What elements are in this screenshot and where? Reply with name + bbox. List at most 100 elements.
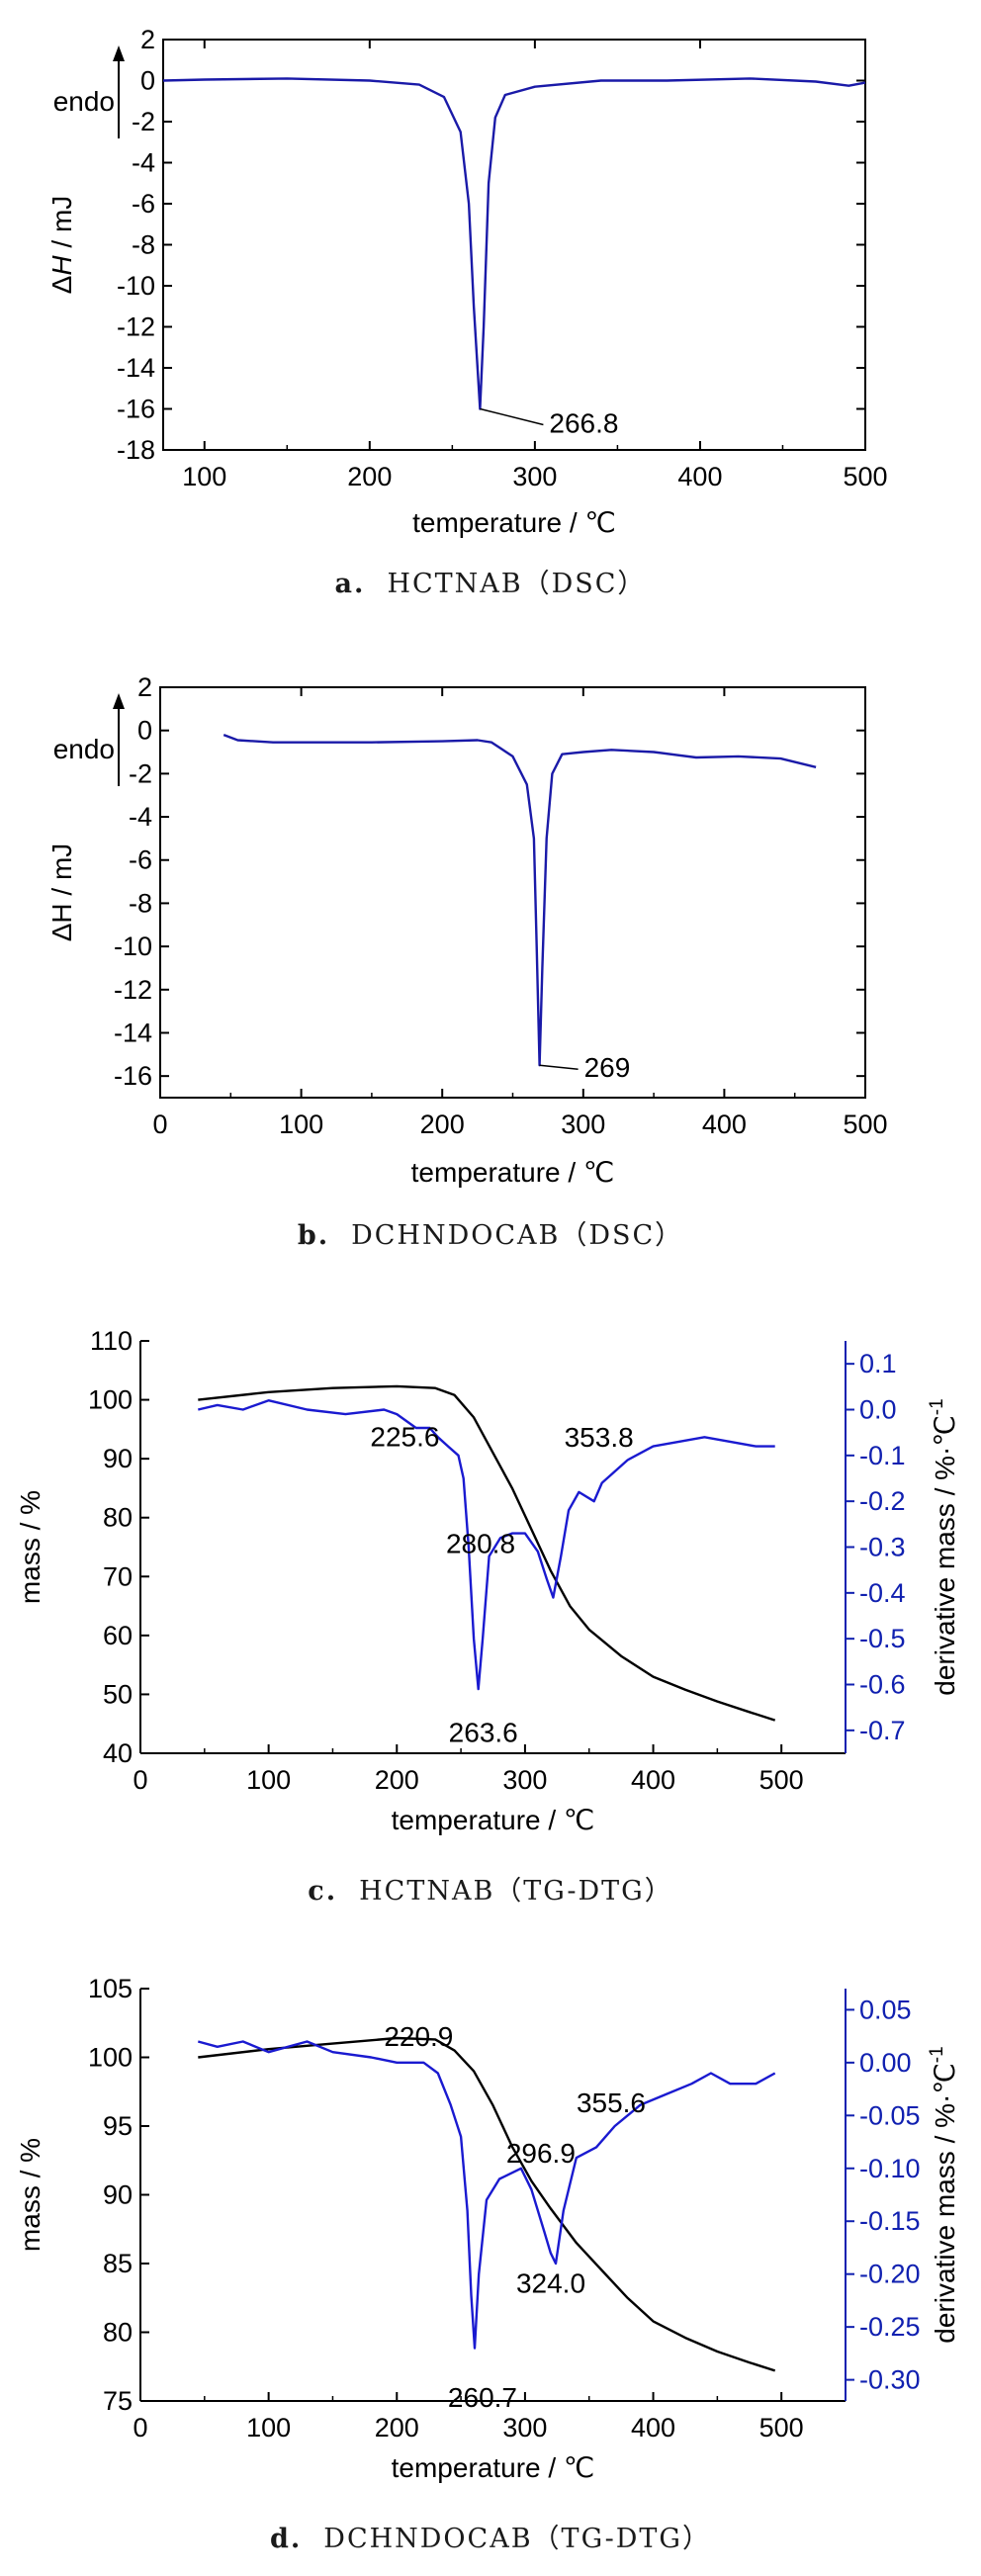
series-line-dtg (197, 2040, 776, 2350)
y-right-axis-title-main: derivative mass / %·℃ (930, 2063, 960, 2344)
y-right-axis-title-sup: -1 (927, 2046, 947, 2063)
y-tick-label: 110 (90, 1326, 133, 1356)
y-tick-label: 50 (103, 1679, 133, 1709)
y-tick-label: 90 (103, 2180, 133, 2210)
y-tick-label: 80 (103, 1503, 133, 1533)
y-tick-label: 60 (103, 1621, 133, 1650)
x-tick-label: 300 (502, 2413, 547, 2443)
y-tick-label: 95 (103, 2111, 133, 2141)
chart-b: 0 100 200 300 400 500 2 0 -2 -4 -6 -8 -10 -12 -14 -16 te… (46, 672, 888, 1188)
y-tick-label: -6 (132, 189, 155, 219)
y-right-tick-label: 0.00 (859, 2048, 912, 2078)
y-right-tick-label: 0.1 (859, 1349, 897, 1378)
annotation-label: 260.7 (448, 2382, 517, 2413)
y-tick-label: 100 (88, 1385, 133, 1415)
chart-d: 0 100 200 300 400 500 105 100 95 90 85 80 75 0.05 0.00… (15, 1974, 960, 2483)
y-right-tick-label: -0.10 (859, 2154, 921, 2183)
y-right-tick-label: -0.7 (859, 1716, 906, 1745)
caption-b: b. DCHNDOCAB（DSC） (0, 1213, 981, 1252)
y-right-tick-label: -0.6 (859, 1670, 906, 1700)
y-axis-title: ΔH / mJ (46, 844, 77, 942)
annotation-label: 353.8 (565, 1422, 634, 1453)
annotation-label: 355.6 (577, 2087, 646, 2118)
y-right-tick-label: -0.30 (859, 2365, 921, 2395)
endo-arrow-head (113, 45, 125, 61)
annotation-leader (539, 1064, 579, 1070)
panel-b: 0 100 200 300 400 500 2 0 -2 -4 -6 -8 -10 -12 -14 -16 te… (0, 648, 981, 1281)
y-right-tick-label: -0.5 (859, 1624, 906, 1653)
x-tick-label: 400 (631, 2413, 675, 2443)
x-tick-label: 400 (702, 1110, 747, 1139)
caption-d-letter: d. (270, 2524, 303, 2554)
endo-label: endo (53, 734, 115, 764)
caption-c-text: HCTNAB（TG-DTG） (359, 1876, 673, 1907)
y-tick-label: -14 (117, 353, 155, 383)
y-right-tick-label: -0.20 (859, 2260, 921, 2289)
y-tick-label: 2 (137, 672, 152, 702)
y-axis-title: mass / % (15, 2138, 45, 2252)
y-tick-label: 0 (137, 716, 152, 746)
y-axis-title-unit: / mJ (46, 196, 77, 256)
y-right-tick-label: -0.1 (859, 1441, 906, 1470)
x-tick-label: 500 (759, 2413, 804, 2443)
y-tick-label: -18 (117, 435, 155, 465)
panel-a: 100 200 300 400 500 2 0 -2 -4 -6 -8 -10 -12 -14 -16 -18… (0, 0, 981, 633)
x-axis-title: temperature / ℃ (392, 2452, 595, 2483)
y-tick-label: -12 (117, 312, 155, 342)
x-tick-label: 100 (246, 2413, 291, 2443)
y-axis-title: ΔH / mJ (46, 196, 77, 295)
y-tick-label: 40 (103, 1738, 133, 1768)
y-tick-label: 105 (88, 1974, 133, 2003)
caption-c-letter: c. (308, 1876, 338, 1907)
annotation-label: 263.6 (449, 1717, 518, 1747)
y-right-tick-label: -0.15 (859, 2206, 921, 2236)
caption-d-text: DCHNDOCAB（TG-DTG） (323, 2524, 711, 2554)
y-right-axis-title-sup: -1 (927, 1398, 947, 1415)
annotation-label: 225.6 (370, 1421, 439, 1452)
y-right-tick-label: 0.05 (859, 1995, 912, 2024)
x-tick-label: 200 (375, 1765, 419, 1795)
x-tick-label: 300 (561, 1110, 605, 1139)
endo-arrow-head (113, 693, 125, 709)
endo-label: endo (53, 86, 115, 117)
y-tick-label: -12 (114, 975, 152, 1005)
caption-a-letter: a. (334, 569, 366, 599)
chart-c: 0 100 200 300 400 500 110 100 90 80 70 60 50 40 0.1 0.0… (15, 1326, 960, 1835)
y-right-tick-label: -0.05 (859, 2100, 921, 2130)
x-tick-label: 100 (279, 1110, 323, 1139)
x-tick-label: 100 (182, 462, 226, 491)
caption-b-letter: b. (297, 1220, 330, 1251)
y-tick-label: 70 (103, 1561, 133, 1591)
annotation-label: 296.9 (506, 2138, 576, 2169)
panel-d: 0 100 200 300 400 500 105 100 95 90 85 80 75 0.05 0.00… (0, 1963, 981, 2576)
y-tick-label: -8 (129, 888, 152, 918)
annotation-label: 269 (584, 1052, 631, 1083)
annotation-label: 324.0 (516, 2268, 585, 2299)
x-tick-label: 500 (843, 1110, 887, 1139)
annotation-label: 220.9 (384, 2021, 453, 2052)
panel-c: 0 100 200 300 400 500 110 100 90 80 70 60 50 40 0.1 0.0… (0, 1315, 981, 1948)
y-tick-label: -2 (132, 107, 155, 136)
x-tick-label: 500 (759, 1765, 804, 1795)
y-right-tick-label: 0.0 (859, 1395, 897, 1425)
y-right-tick-label: -0.25 (859, 2312, 921, 2342)
x-axis-title: temperature / ℃ (411, 1157, 615, 1188)
x-tick-label: 200 (375, 2413, 419, 2443)
series-line-dtg (198, 1399, 775, 1691)
caption-c: c. HCTNAB（TG-DTG） (0, 1869, 981, 1908)
y-right-tick-label: -0.2 (859, 1486, 906, 1516)
y-tick-label: 2 (140, 25, 155, 54)
y-tick-label: -16 (114, 1061, 152, 1091)
y-tick-label: -4 (132, 148, 155, 178)
y-tick-label: 90 (103, 1444, 133, 1473)
x-axis-title: temperature / ℃ (392, 1805, 595, 1835)
caption-b-text: DCHNDOCAB（DSC） (351, 1220, 684, 1251)
annotation-leader (480, 407, 544, 426)
x-tick-label: 500 (843, 462, 887, 491)
y-tick-label: -8 (132, 230, 155, 260)
x-tick-label: 200 (420, 1110, 465, 1139)
x-tick-label: 0 (152, 1110, 167, 1139)
y-right-axis-title-main: derivative mass / %·℃ (930, 1415, 960, 1696)
y-axis-title-var: H (46, 255, 77, 276)
x-tick-label: 300 (502, 1765, 547, 1795)
